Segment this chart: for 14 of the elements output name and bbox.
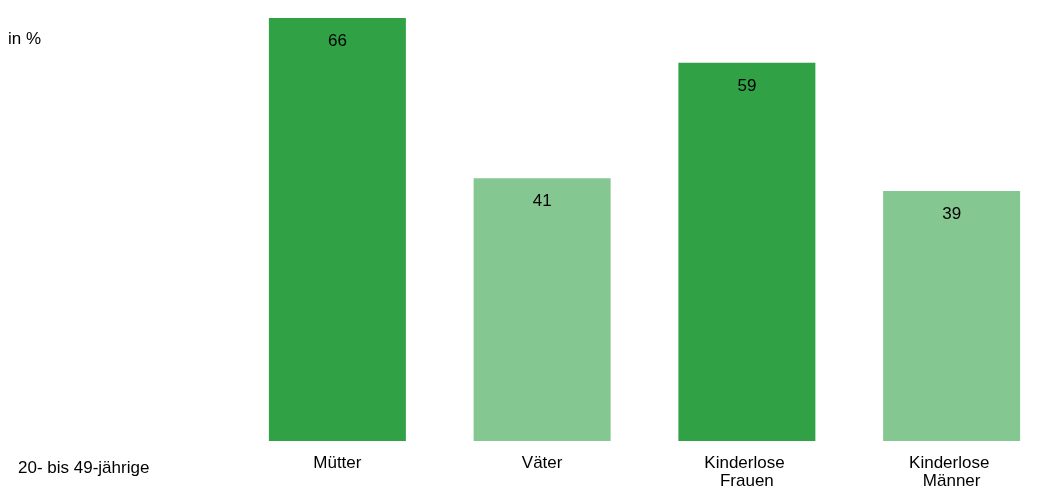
text: 20- bis 49-jährige <box>18 458 150 477</box>
data-label: 59 <box>737 75 757 95</box>
data-label: 41 <box>532 191 552 211</box>
x-tick-label: Mütter <box>313 452 362 472</box>
x-tick-label: Kinderlose Männer <box>909 452 995 490</box>
bar <box>678 62 816 441</box>
x-tick-label: Väter <box>521 452 563 472</box>
data-label: 66 <box>327 31 347 50</box>
text: in % <box>8 29 42 48</box>
bar <box>473 178 611 441</box>
bar <box>883 191 1021 441</box>
data-label: 39 <box>942 204 962 224</box>
x-tick-label: Kinderlose Frauen <box>704 452 790 490</box>
bar <box>268 18 406 441</box>
